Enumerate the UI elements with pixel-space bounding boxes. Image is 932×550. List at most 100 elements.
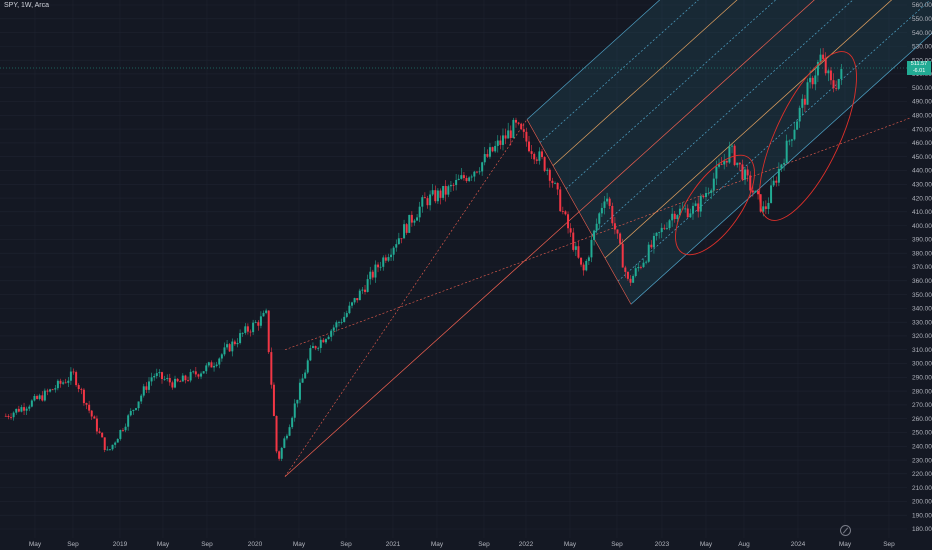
annotation-ellipse: [675, 154, 755, 256]
candle-body: [475, 171, 478, 173]
x-tick-label: 2019: [113, 541, 128, 548]
candle-body: [28, 406, 31, 409]
candle-body: [702, 196, 705, 198]
candle-body: [309, 348, 312, 361]
y-tick-label: 410.00: [912, 209, 932, 216]
candle-body: [421, 197, 424, 207]
candle-body: [343, 316, 346, 323]
candle-body: [116, 438, 119, 443]
candle-body: [449, 184, 452, 187]
candle-body: [304, 372, 307, 379]
candle-body: [163, 378, 166, 380]
candle-body: [20, 407, 23, 412]
candle-body: [668, 220, 671, 229]
candle-body: [772, 180, 775, 186]
y-tick-label: 430.00: [912, 181, 932, 188]
candle-body: [366, 279, 369, 292]
candle-body: [358, 290, 361, 301]
candle-body: [379, 266, 382, 268]
y-tick-label: 380.00: [912, 250, 932, 257]
candle-body: [233, 341, 236, 345]
candle-body: [314, 346, 317, 349]
candle-body: [744, 169, 747, 180]
candle-body: [535, 159, 538, 161]
candle-body: [252, 322, 255, 333]
candle-body: [801, 98, 804, 108]
candle-body: [710, 190, 713, 193]
candle-body: [293, 403, 296, 418]
candle-body: [90, 410, 93, 417]
candle-body: [580, 257, 583, 265]
candle-body: [145, 386, 148, 390]
pitchfork-line: [539, 0, 699, 143]
candle-body: [723, 160, 726, 165]
candle-body: [239, 333, 242, 343]
x-tick-label: Sep: [883, 541, 895, 548]
y-tick-label: 480.00: [912, 113, 932, 120]
candle-body: [598, 213, 601, 224]
candle-body: [101, 432, 104, 438]
candle-body: [249, 331, 252, 333]
x-tick-label: May: [839, 541, 852, 548]
candle-body: [494, 145, 497, 152]
candle-body: [403, 224, 406, 239]
candle-body: [43, 390, 46, 401]
candle-body: [559, 189, 562, 212]
annotations[interactable]: [660, 39, 875, 267]
candle-body: [168, 378, 171, 383]
y-tick-label: 500.00: [912, 85, 932, 92]
candle-body: [431, 190, 434, 195]
y-tick-label: 250.00: [912, 430, 932, 437]
candle-body: [228, 344, 231, 352]
candle-body: [25, 408, 28, 411]
candle-body: [731, 145, 734, 147]
candle-body: [819, 54, 822, 62]
candle-body: [98, 431, 101, 433]
candle-body: [582, 264, 585, 271]
candle-body: [4, 415, 7, 417]
candle-body: [161, 372, 164, 380]
y-tick-label: 220.00: [912, 471, 932, 478]
candle-body: [345, 313, 348, 317]
candle-body: [827, 70, 830, 74]
candle-body: [608, 198, 611, 206]
time-axis[interactable]: May Sep 2019 May Sep 2020 May Sep 2021 May Sep 2022…: [29, 541, 895, 548]
candle-body: [577, 246, 580, 258]
candle-body: [486, 154, 489, 157]
candle-body: [280, 447, 283, 459]
x-tick-label: May: [700, 541, 713, 548]
y-tick-label: 320.00: [912, 333, 932, 340]
candle-body: [520, 123, 523, 130]
y-tick-label: 420.00: [912, 195, 932, 202]
candle-body: [88, 404, 91, 411]
candle-body: [377, 264, 380, 268]
y-tick-label: 190.00: [912, 512, 932, 519]
candle-body: [626, 271, 629, 279]
candle-body: [624, 267, 627, 272]
candle-body: [33, 395, 36, 401]
candle-body: [736, 162, 739, 166]
candle-body: [311, 346, 314, 349]
candle-body: [504, 135, 507, 139]
candle-body: [728, 146, 731, 163]
y-tick-label: 240.00: [912, 443, 932, 450]
candle-body: [835, 88, 838, 89]
last-price-change: -6.01: [912, 67, 926, 74]
candle-body: [77, 385, 80, 390]
candle-body: [712, 178, 715, 191]
compass-icon[interactable]: [840, 525, 851, 536]
candle-body: [213, 365, 216, 368]
y-tick-label: 210.00: [912, 485, 932, 492]
pitchfork-line: [604, 0, 893, 259]
x-tick-label: 2023: [655, 541, 670, 548]
candle-body: [184, 375, 187, 381]
candle-body: [103, 437, 106, 450]
candle-body: [218, 358, 221, 365]
y-tick-label: 550.00: [912, 16, 932, 23]
candle-body: [754, 190, 757, 193]
candle-body: [824, 58, 827, 74]
candle-body: [189, 371, 192, 381]
candle-body: [12, 412, 15, 418]
candle-body: [796, 121, 799, 130]
